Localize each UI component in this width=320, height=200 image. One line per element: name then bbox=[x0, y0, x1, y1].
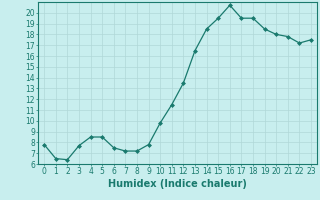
X-axis label: Humidex (Indice chaleur): Humidex (Indice chaleur) bbox=[108, 179, 247, 189]
